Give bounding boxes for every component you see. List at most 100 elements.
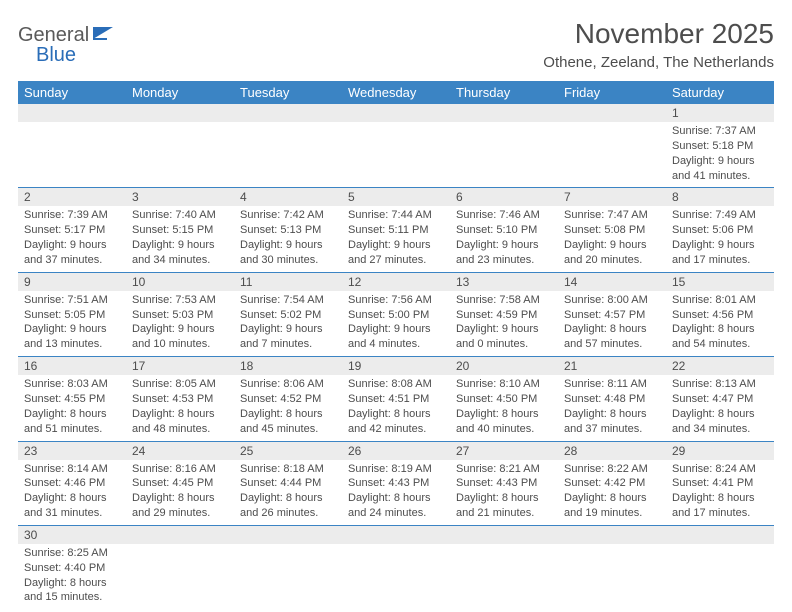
sunrise-text: Sunrise: 8:24 AM — [672, 462, 768, 477]
day-body: Sunrise: 8:08 AMSunset: 4:51 PMDaylight:… — [342, 375, 450, 440]
month-title: November 2025 — [543, 18, 774, 50]
day-header-row: Sunday Monday Tuesday Wednesday Thursday… — [18, 81, 774, 104]
calendar-day-cell — [342, 525, 450, 609]
calendar-week-row: 16Sunrise: 8:03 AMSunset: 4:55 PMDayligh… — [18, 357, 774, 441]
calendar-day-cell: 30Sunrise: 8:25 AMSunset: 4:40 PMDayligh… — [18, 525, 126, 609]
daylight-text: Daylight: 9 hours and 30 minutes. — [240, 238, 336, 268]
calendar-day-cell: 25Sunrise: 8:18 AMSunset: 4:44 PMDayligh… — [234, 441, 342, 525]
calendar-day-cell: 22Sunrise: 8:13 AMSunset: 4:47 PMDayligh… — [666, 357, 774, 441]
sunset-text: Sunset: 4:55 PM — [24, 392, 120, 407]
calendar-week-row: 9Sunrise: 7:51 AMSunset: 5:05 PMDaylight… — [18, 272, 774, 356]
daylight-text: Daylight: 8 hours and 34 minutes. — [672, 407, 768, 437]
day-body — [342, 544, 450, 594]
day-body: Sunrise: 7:49 AMSunset: 5:06 PMDaylight:… — [666, 206, 774, 271]
calendar-day-cell: 19Sunrise: 8:08 AMSunset: 4:51 PMDayligh… — [342, 357, 450, 441]
calendar-day-cell: 6Sunrise: 7:46 AMSunset: 5:10 PMDaylight… — [450, 188, 558, 272]
sunset-text: Sunset: 4:47 PM — [672, 392, 768, 407]
calendar-day-cell: 10Sunrise: 7:53 AMSunset: 5:03 PMDayligh… — [126, 272, 234, 356]
sunset-text: Sunset: 5:15 PM — [132, 223, 228, 238]
day-body: Sunrise: 7:37 AMSunset: 5:18 PMDaylight:… — [666, 122, 774, 187]
calendar-body: 1Sunrise: 7:37 AMSunset: 5:18 PMDaylight… — [18, 104, 774, 609]
sunset-text: Sunset: 4:56 PM — [672, 308, 768, 323]
day-number: 26 — [342, 442, 450, 460]
daylight-text: Daylight: 8 hours and 51 minutes. — [24, 407, 120, 437]
day-number — [666, 526, 774, 544]
calendar-day-cell: 29Sunrise: 8:24 AMSunset: 4:41 PMDayligh… — [666, 441, 774, 525]
sunrise-text: Sunrise: 7:53 AM — [132, 293, 228, 308]
sunrise-text: Sunrise: 7:56 AM — [348, 293, 444, 308]
sunset-text: Sunset: 4:40 PM — [24, 561, 120, 576]
day-number: 9 — [18, 273, 126, 291]
calendar-day-cell: 1Sunrise: 7:37 AMSunset: 5:18 PMDaylight… — [666, 104, 774, 188]
day-body: Sunrise: 8:22 AMSunset: 4:42 PMDaylight:… — [558, 460, 666, 525]
header: General November 2025 Othene, Zeeland, T… — [18, 18, 774, 71]
day-number: 25 — [234, 442, 342, 460]
calendar-day-cell: 24Sunrise: 8:16 AMSunset: 4:45 PMDayligh… — [126, 441, 234, 525]
sunset-text: Sunset: 4:59 PM — [456, 308, 552, 323]
sunrise-text: Sunrise: 7:49 AM — [672, 208, 768, 223]
daylight-text: Daylight: 9 hours and 20 minutes. — [564, 238, 660, 268]
day-body: Sunrise: 7:44 AMSunset: 5:11 PMDaylight:… — [342, 206, 450, 271]
calendar-day-cell: 17Sunrise: 8:05 AMSunset: 4:53 PMDayligh… — [126, 357, 234, 441]
day-number — [234, 104, 342, 122]
day-body: Sunrise: 7:58 AMSunset: 4:59 PMDaylight:… — [450, 291, 558, 356]
day-number: 11 — [234, 273, 342, 291]
title-block: November 2025 Othene, Zeeland, The Nethe… — [543, 18, 774, 71]
calendar-day-cell: 14Sunrise: 8:00 AMSunset: 4:57 PMDayligh… — [558, 272, 666, 356]
sunrise-text: Sunrise: 8:16 AM — [132, 462, 228, 477]
location-text: Othene, Zeeland, The Netherlands — [543, 54, 774, 71]
sunset-text: Sunset: 5:17 PM — [24, 223, 120, 238]
sunrise-text: Sunrise: 8:13 AM — [672, 377, 768, 392]
sunset-text: Sunset: 5:00 PM — [348, 308, 444, 323]
daylight-text: Daylight: 8 hours and 24 minutes. — [348, 491, 444, 521]
sunrise-text: Sunrise: 7:42 AM — [240, 208, 336, 223]
logo-flag-icon — [93, 25, 115, 46]
calendar-day-cell: 27Sunrise: 8:21 AMSunset: 4:43 PMDayligh… — [450, 441, 558, 525]
day-body: Sunrise: 7:47 AMSunset: 5:08 PMDaylight:… — [558, 206, 666, 271]
calendar-day-cell: 20Sunrise: 8:10 AMSunset: 4:50 PMDayligh… — [450, 357, 558, 441]
day-body: Sunrise: 8:00 AMSunset: 4:57 PMDaylight:… — [558, 291, 666, 356]
day-body: Sunrise: 8:03 AMSunset: 4:55 PMDaylight:… — [18, 375, 126, 440]
day-body — [558, 122, 666, 172]
day-number: 18 — [234, 357, 342, 375]
calendar-day-cell: 18Sunrise: 8:06 AMSunset: 4:52 PMDayligh… — [234, 357, 342, 441]
calendar-day-cell — [558, 525, 666, 609]
day-body — [342, 122, 450, 172]
day-body: Sunrise: 8:14 AMSunset: 4:46 PMDaylight:… — [18, 460, 126, 525]
calendar-day-cell: 28Sunrise: 8:22 AMSunset: 4:42 PMDayligh… — [558, 441, 666, 525]
day-header: Monday — [126, 81, 234, 104]
day-body: Sunrise: 8:01 AMSunset: 4:56 PMDaylight:… — [666, 291, 774, 356]
daylight-text: Daylight: 8 hours and 29 minutes. — [132, 491, 228, 521]
day-body — [126, 122, 234, 172]
day-number: 4 — [234, 188, 342, 206]
daylight-text: Daylight: 8 hours and 21 minutes. — [456, 491, 552, 521]
day-number: 17 — [126, 357, 234, 375]
day-body: Sunrise: 7:42 AMSunset: 5:13 PMDaylight:… — [234, 206, 342, 271]
sunrise-text: Sunrise: 7:51 AM — [24, 293, 120, 308]
day-number: 23 — [18, 442, 126, 460]
calendar-day-cell — [234, 104, 342, 188]
sunset-text: Sunset: 5:02 PM — [240, 308, 336, 323]
sunset-text: Sunset: 5:05 PM — [24, 308, 120, 323]
sunset-text: Sunset: 4:51 PM — [348, 392, 444, 407]
daylight-text: Daylight: 8 hours and 26 minutes. — [240, 491, 336, 521]
day-number: 19 — [342, 357, 450, 375]
day-body — [558, 544, 666, 594]
sunset-text: Sunset: 5:18 PM — [672, 139, 768, 154]
calendar-week-row: 1Sunrise: 7:37 AMSunset: 5:18 PMDaylight… — [18, 104, 774, 188]
logo-text-blue: Blue — [36, 44, 76, 66]
sunset-text: Sunset: 4:43 PM — [348, 476, 444, 491]
day-number: 3 — [126, 188, 234, 206]
day-number: 14 — [558, 273, 666, 291]
day-header: Tuesday — [234, 81, 342, 104]
sunset-text: Sunset: 4:57 PM — [564, 308, 660, 323]
day-number: 1 — [666, 104, 774, 122]
sunrise-text: Sunrise: 7:58 AM — [456, 293, 552, 308]
day-number: 27 — [450, 442, 558, 460]
day-body — [450, 544, 558, 594]
calendar-day-cell — [450, 525, 558, 609]
daylight-text: Daylight: 9 hours and 4 minutes. — [348, 322, 444, 352]
daylight-text: Daylight: 9 hours and 13 minutes. — [24, 322, 120, 352]
logo-sub: Blue — [36, 44, 76, 67]
day-number: 24 — [126, 442, 234, 460]
